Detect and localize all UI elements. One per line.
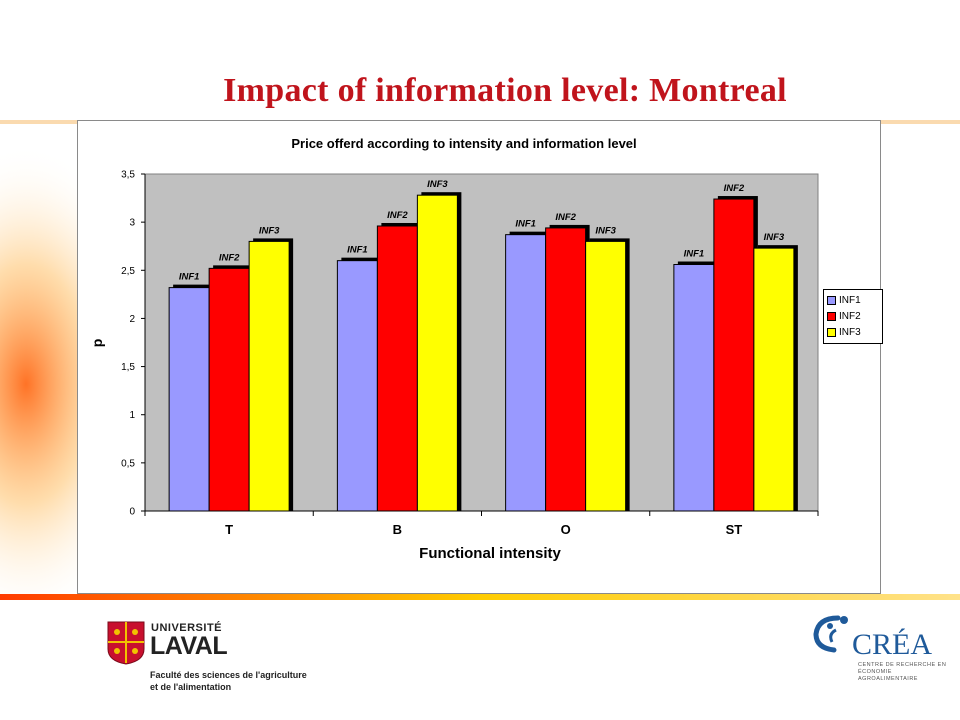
bar (673, 264, 715, 512)
crea-name: CRÉA (852, 628, 933, 661)
x-category-label: O (561, 522, 571, 537)
university-name-line1: UNIVERSITÉ (151, 622, 223, 634)
legend-label: INF2 (839, 310, 861, 322)
bar-data-label: INF1 (684, 249, 705, 260)
bar (713, 198, 755, 512)
chart-container: Price offerd according to intensity and … (77, 120, 883, 594)
legend-swatch (827, 311, 836, 321)
legend-item: INF1 (827, 292, 879, 308)
chart-legend: INF1 INF2 INF3 (823, 289, 883, 344)
y-tick-label: 1,5 (121, 362, 135, 373)
x-category-label: T (225, 522, 233, 537)
legend-label: INF1 (839, 294, 861, 306)
slide-title: Impact of information level: Montreal (223, 72, 787, 109)
x-category-label: B (393, 522, 402, 537)
bar (753, 247, 795, 512)
bar-data-label: INF1 (515, 219, 536, 230)
university-name-line2: LAVAL (150, 632, 228, 660)
bar (416, 194, 458, 512)
y-tick-label: 0 (129, 507, 135, 518)
bar (208, 267, 250, 512)
bar-data-label: INF3 (595, 225, 616, 236)
bar-data-label: INF2 (555, 212, 576, 223)
bar (376, 225, 418, 512)
bar-data-label: INF3 (259, 225, 280, 236)
legend-label: INF3 (839, 326, 861, 338)
bar-data-label: INF3 (427, 179, 448, 190)
x-axis: T B O ST (144, 510, 819, 537)
bar (336, 260, 378, 512)
bar-data-label: INF1 (179, 272, 200, 283)
crea-logo-icon (813, 615, 848, 653)
bar (505, 234, 547, 512)
y-tick-label: 2 (129, 314, 135, 325)
y-tick-label: 3,5 (121, 170, 135, 181)
bar-data-label: INF1 (347, 245, 368, 256)
y-tick-label: 1 (129, 410, 135, 421)
faculty-line1: Faculté des sciences de l'agriculture (150, 670, 307, 680)
y-tick-label: 3 (129, 218, 135, 229)
bar (545, 227, 587, 512)
crea-sub-line1: CENTRE DE RECHERCHE EN (858, 662, 947, 668)
y-tick-label: 0,5 (121, 458, 135, 469)
bar (248, 240, 290, 512)
bar-data-label: INF2 (724, 183, 745, 194)
legend-item: INF3 (827, 324, 879, 340)
bar (168, 287, 210, 512)
y-axis: 0 0,5 1 1,5 2 2,5 3 3,5 (121, 170, 146, 518)
bar-chart: Price offerd according to intensity and … (89, 136, 819, 562)
legend-item: INF2 (827, 308, 879, 324)
bar-data-label: INF2 (219, 252, 240, 263)
faculty-line2: et de l'alimentation (150, 682, 232, 692)
x-axis-label: Functional intensity (419, 545, 561, 562)
university-laval-shield-logo (107, 621, 145, 665)
y-axis-label: p (89, 339, 105, 348)
y-tick-label: 2,5 (121, 266, 135, 277)
chart-title: Price offerd according to intensity and … (291, 136, 636, 151)
legend-swatch (827, 327, 836, 337)
bar-data-label: INF2 (387, 210, 408, 221)
bar (585, 240, 627, 512)
bar-series: INF1 INF2 INF3 INF1 INF2 INF3 INF1 INF2 INF3 INF1… (168, 179, 798, 512)
x-category-label: ST (726, 522, 743, 537)
faculty-name: Faculté des sciences de l'agriculture et… (150, 669, 310, 693)
crea-subtitle: CENTRE DE RECHERCHE EN ÉCONOMIE AGROALIM… (858, 662, 948, 683)
bar-data-label: INF3 (764, 232, 785, 243)
legend-swatch (827, 295, 836, 305)
crea-sub-line2: ÉCONOMIE AGROALIMENTAIRE (858, 669, 918, 682)
